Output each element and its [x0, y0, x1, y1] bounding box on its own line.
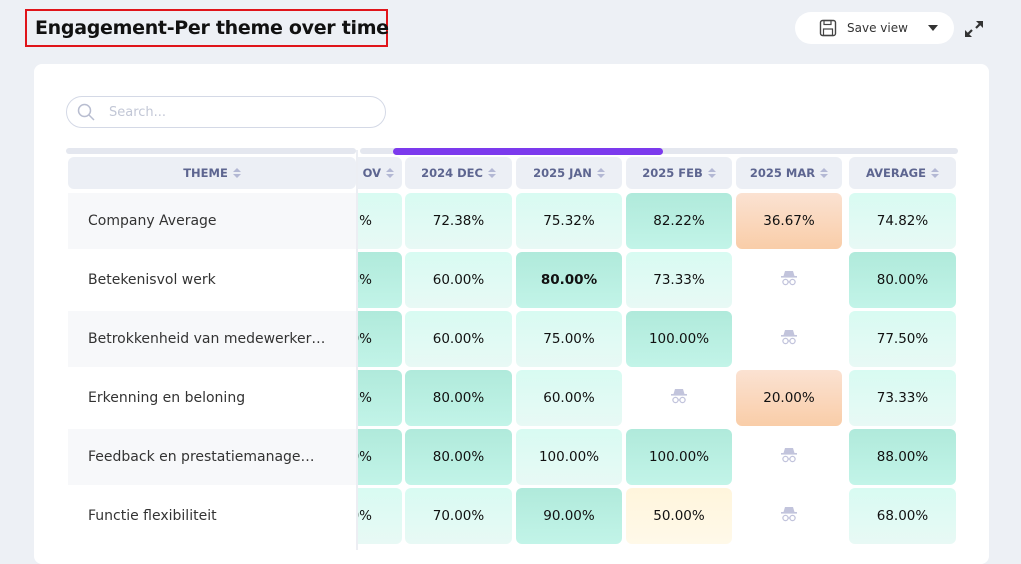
column-header-label: OV: [362, 166, 381, 180]
expand-icon[interactable]: [962, 18, 986, 40]
table-cell: [626, 370, 732, 426]
table-cell: 20.00%: [736, 370, 842, 426]
column-header[interactable]: 2025 MAR: [736, 157, 842, 189]
column-header-label: 2024 DEC: [421, 166, 483, 180]
sort-icon: [707, 168, 716, 178]
sort-icon: [386, 168, 394, 178]
table-cell: 5%: [356, 193, 402, 249]
floppy-disk-icon: [819, 19, 837, 37]
table-cell: 3%: [356, 252, 402, 308]
column-header[interactable]: THEME: [68, 157, 356, 189]
column-header[interactable]: AVERAGE: [849, 157, 956, 189]
table-cell: 36.67%: [736, 193, 842, 249]
table-cell: 75.32%: [516, 193, 622, 249]
average-scrollbar-track: [848, 148, 958, 154]
column-header-label: 2025 JAN: [533, 166, 592, 180]
sort-icon: [487, 168, 496, 178]
horizontal-scrollbar-thumb[interactable]: [393, 148, 663, 155]
table-cell: [736, 311, 842, 367]
incognito-icon: [669, 388, 689, 408]
table-cell: 80.00%: [405, 429, 512, 485]
table-cell: 75.00%: [516, 311, 622, 367]
table-cell: 68.00%: [849, 488, 956, 544]
sort-icon: [232, 168, 241, 178]
page-title: Engagement-Per theme over time: [25, 9, 389, 47]
search-field[interactable]: [109, 104, 349, 120]
sort-icon: [930, 168, 939, 178]
sort-icon: [820, 168, 829, 178]
search-input[interactable]: [66, 96, 386, 128]
search-icon: [77, 103, 95, 121]
incognito-icon: [779, 447, 799, 467]
table-cell: 60.00%: [405, 252, 512, 308]
table-cell: 80.00%: [849, 252, 956, 308]
incognito-icon: [779, 270, 799, 290]
table-cell: 50.00%: [626, 488, 732, 544]
table-cell: 73.33%: [849, 370, 956, 426]
column-header[interactable]: 2025 JAN: [516, 157, 622, 189]
table-cell: 3%: [356, 370, 402, 426]
table-cell: 100.00%: [516, 429, 622, 485]
column-header-label: 2025 MAR: [749, 166, 816, 180]
table-cell: [736, 252, 842, 308]
table-cell: 80.00%: [516, 252, 622, 308]
column-header-label: AVERAGE: [866, 166, 926, 180]
save-view-button[interactable]: Save view: [795, 12, 954, 44]
table-cell: 74.82%: [849, 193, 956, 249]
table-cell: 88.00%: [849, 429, 956, 485]
table-cell: 82.22%: [626, 193, 732, 249]
table-cell: 73.33%: [626, 252, 732, 308]
column-header[interactable]: 2024 DEC: [405, 157, 512, 189]
theme-name: Erkenning en beloning: [88, 390, 246, 406]
frozen-column-divider: [356, 150, 358, 550]
theme-name: Betekenisvol werk: [88, 272, 216, 288]
column-header-label: THEME: [183, 166, 228, 180]
table-cell: 72.38%: [405, 193, 512, 249]
table-cell: 0%: [356, 488, 402, 544]
theme-name: Functie flexibiliteit: [88, 508, 217, 524]
table-cell: 77.50%: [849, 311, 956, 367]
table-cell: 70.00%: [405, 488, 512, 544]
sort-icon: [596, 168, 605, 178]
theme-name: Feedback en prestatiemanage…: [68, 429, 356, 485]
table-cell: 0%: [356, 429, 402, 485]
table-cell: 100.00%: [626, 311, 732, 367]
table-cell: 90.00%: [516, 488, 622, 544]
column-header[interactable]: 2025 FEB: [626, 157, 732, 189]
theme-name: Company Average: [68, 193, 356, 249]
frozen-scrollbar-track: [66, 148, 356, 154]
incognito-icon: [779, 329, 799, 349]
table-cell: 0%: [356, 311, 402, 367]
table-cell: [736, 488, 842, 544]
column-header-label: 2025 FEB: [642, 166, 703, 180]
table-cell: 60.00%: [516, 370, 622, 426]
table-cell: 100.00%: [626, 429, 732, 485]
chevron-down-icon: [927, 25, 938, 31]
theme-name: Betrokkenheid van medewerker…: [68, 311, 356, 367]
column-header[interactable]: OV: [356, 157, 402, 189]
table-cell: [736, 429, 842, 485]
save-view-label: Save view: [847, 21, 908, 35]
incognito-icon: [779, 506, 799, 526]
table-cell: 60.00%: [405, 311, 512, 367]
table-cell: 80.00%: [405, 370, 512, 426]
